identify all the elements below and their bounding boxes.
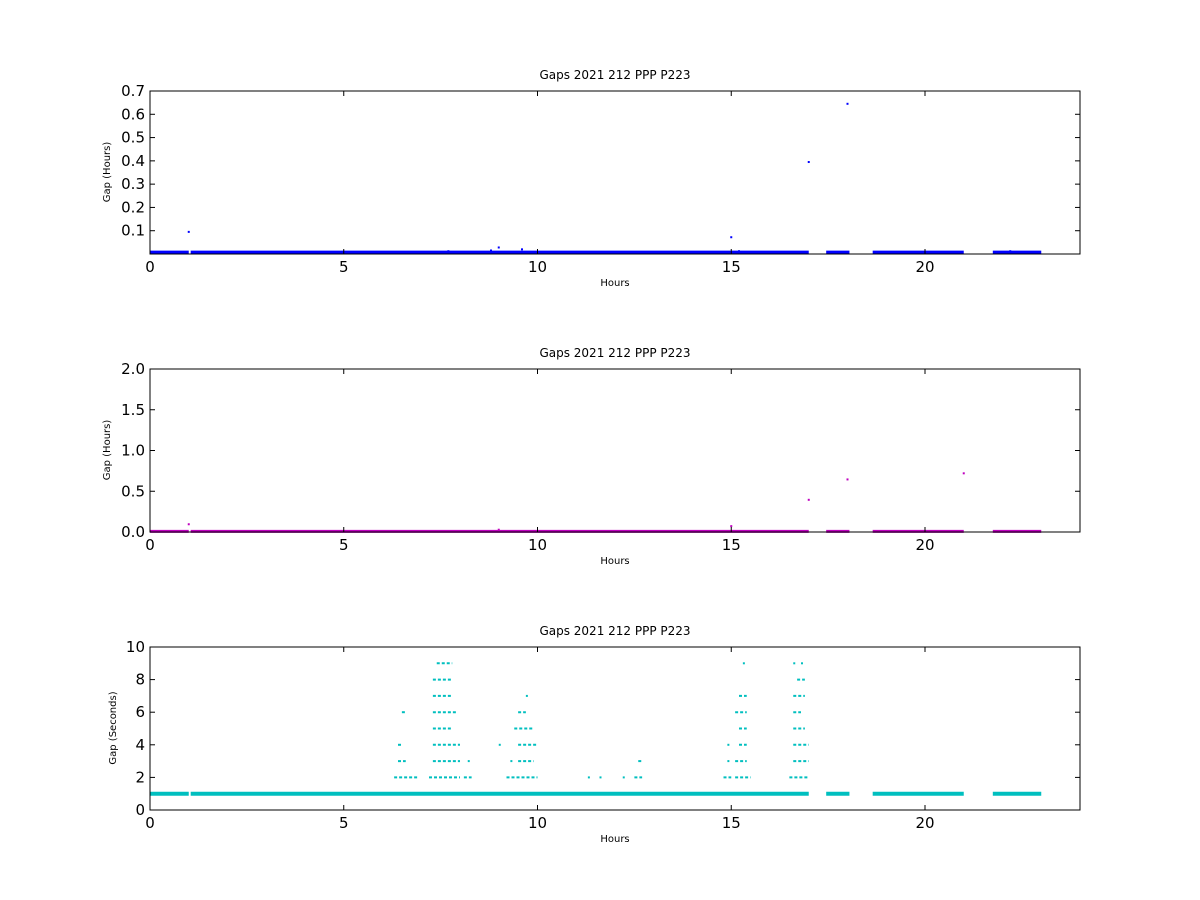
data-point-1: [497, 528, 500, 531]
y-axis-label: Gap (Hours): [102, 142, 113, 203]
data-point-3: [807, 498, 810, 501]
x-tick-label-2: 10: [528, 258, 547, 276]
data-point-2: [730, 525, 733, 528]
y-tick-label-0: 0: [135, 801, 145, 819]
chart-panel-hours-top: Gaps 2021 212 PPP P223 Hours Gap (Hours)…: [102, 68, 1081, 289]
x-axis-label: Hours: [600, 556, 629, 567]
x-tick-label-1: 5: [339, 814, 349, 832]
x-tick-label-0: 0: [145, 536, 155, 554]
data-point-6: [738, 250, 740, 253]
x-axis-label: Hours: [600, 834, 629, 845]
data-point-5: [730, 236, 733, 239]
plot-frame: [149, 90, 1081, 255]
y-tick-label-0: 0.0: [121, 523, 145, 541]
data-point-8: [846, 102, 849, 105]
data-point-7: [807, 161, 810, 164]
x-tick-label-3: 15: [722, 258, 741, 276]
x-tick-label-3: 15: [722, 814, 741, 832]
y-tick-label-2: 4: [135, 736, 145, 754]
data-point-2: [490, 249, 492, 252]
data-point-5: [962, 472, 965, 475]
chart-title: Gaps 2021 212 PPP P223: [539, 346, 690, 360]
x-tick-label-4: 20: [915, 258, 934, 276]
x-tick-label-2: 10: [528, 814, 547, 832]
y-tick-label-4: 2.0: [121, 360, 145, 378]
y-tick-label-1: 0.2: [121, 198, 145, 216]
x-tick-label-3: 15: [722, 536, 741, 554]
y-axis-label: Gap (Hours): [102, 420, 113, 481]
plot-frame: [149, 368, 1081, 533]
y-tick-label-3: 1.5: [121, 401, 145, 419]
x-tick-label-4: 20: [915, 536, 934, 554]
y-tick-label-3: 0.4: [121, 152, 145, 170]
chart-title: Gaps 2021 212 PPP P223: [539, 68, 690, 82]
y-tick-label-4: 0.5: [121, 129, 145, 147]
data-point-9: [1009, 250, 1012, 253]
x-tick-label-1: 5: [339, 536, 349, 554]
y-tick-label-6: 0.7: [121, 82, 145, 100]
y-tick-label-5: 0.6: [121, 105, 145, 123]
y-tick-label-5: 10: [126, 638, 145, 656]
y-tick-label-2: 0.3: [121, 175, 145, 193]
x-tick-label-4: 20: [915, 814, 934, 832]
x-tick-label-0: 0: [145, 814, 155, 832]
data-point-0: [187, 230, 190, 233]
data-point-4: [846, 478, 849, 481]
y-tick-label-4: 8: [135, 671, 145, 689]
data-point-4: [521, 248, 523, 251]
x-tick-label-1: 5: [339, 258, 349, 276]
chart-panel-hours-middle: Gaps 2021 212 PPP P223 Hours Gap (Hours)…: [102, 346, 1081, 567]
x-tick-label-2: 10: [528, 536, 547, 554]
plot-frame: [149, 646, 1081, 811]
y-tick-label-2: 1.0: [121, 442, 145, 460]
y-tick-label-1: 2: [135, 768, 145, 786]
y-tick-label-0: 0.1: [121, 222, 145, 240]
chart-title: Gaps 2021 212 PPP P223: [539, 624, 690, 638]
data-point-0: [187, 523, 190, 526]
data-point-3: [497, 246, 500, 249]
chart-panel-seconds-bottom: Gaps 2021 212 PPP P223 Hours Gap (Second…: [108, 624, 1081, 845]
y-axis-label: Gap (Seconds): [108, 691, 119, 764]
x-tick-label-0: 0: [145, 258, 155, 276]
x-axis-label: Hours: [600, 278, 629, 289]
y-tick-label-3: 6: [135, 703, 145, 721]
y-tick-label-1: 0.5: [121, 482, 145, 500]
data-point-1: [447, 250, 450, 253]
